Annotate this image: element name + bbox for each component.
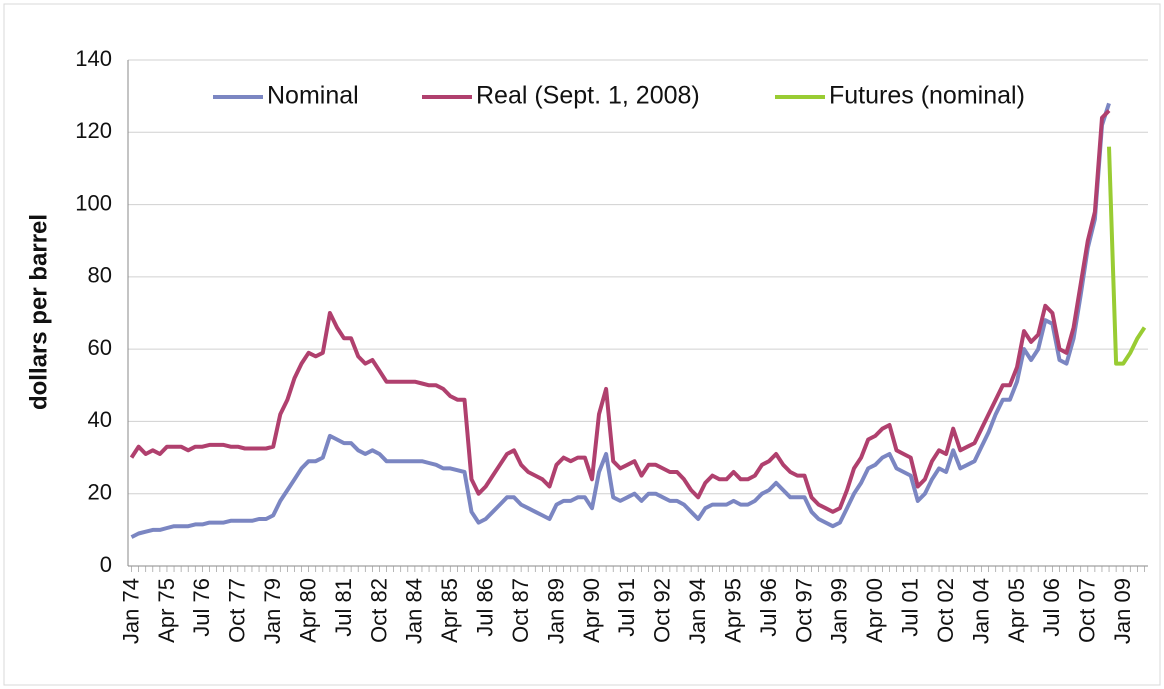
x-tick-label: Apr 85 <box>437 578 462 643</box>
y-tick-label: 40 <box>88 407 112 432</box>
x-tick-label: Jan 99 <box>827 578 852 644</box>
x-tick-label: Jul 96 <box>756 578 781 637</box>
x-tick-label: Jan 94 <box>685 578 710 644</box>
x-tick-label: Oct 07 <box>1075 578 1100 643</box>
y-tick-label: 140 <box>75 46 112 71</box>
x-tick-label: Oct 87 <box>508 578 533 643</box>
y-tick-label: 100 <box>75 190 112 215</box>
y-tick-label: 20 <box>88 480 112 505</box>
y-tick-label: 0 <box>100 552 112 577</box>
x-tick-label: Jul 76 <box>189 578 214 637</box>
x-tick-label: Jan 04 <box>968 578 993 644</box>
x-tick-label: Jul 81 <box>331 578 356 637</box>
series-line <box>1107 146 1147 366</box>
x-tick-label: Oct 92 <box>650 578 675 643</box>
y-axis-label: dollars per barrel <box>25 214 52 410</box>
x-tick-label: Oct 02 <box>933 578 958 643</box>
x-tick-label: Jul 86 <box>473 578 498 637</box>
legend-label: Futures (nominal) <box>829 82 1025 110</box>
x-tick-label: Oct 82 <box>366 578 391 643</box>
x-tick-label: Jul 06 <box>1039 578 1064 637</box>
series-line <box>129 109 1111 514</box>
x-tick-label: Apr 95 <box>720 578 745 643</box>
x-tick-label: Apr 90 <box>579 578 604 643</box>
series-line <box>130 102 1111 539</box>
y-tick-label: 120 <box>75 118 112 143</box>
y-tick-label: 80 <box>88 263 112 288</box>
x-tick-label: Oct 77 <box>225 578 250 643</box>
x-tick-label: Jan 09 <box>1110 578 1135 644</box>
legend-label: Real (Sept. 1, 2008) <box>476 82 700 110</box>
x-tick-label: Jul 91 <box>614 578 639 637</box>
x-tick-label: Jan 89 <box>543 578 568 644</box>
x-tick-label: Apr 00 <box>862 578 887 643</box>
legend-label: Nominal <box>267 82 359 110</box>
x-tick-label: Jan 79 <box>260 578 285 644</box>
x-tick-label: Apr 75 <box>154 578 179 643</box>
y-tick-label: 60 <box>88 335 112 360</box>
x-tick-label: Jan 84 <box>402 578 427 644</box>
x-tick-label: Jan 74 <box>118 578 143 644</box>
x-tick-label: Apr 05 <box>1004 578 1029 643</box>
x-tick-label: Oct 97 <box>791 578 816 643</box>
x-tick-label: Jul 01 <box>898 578 923 637</box>
x-tick-label: Apr 80 <box>295 578 320 643</box>
